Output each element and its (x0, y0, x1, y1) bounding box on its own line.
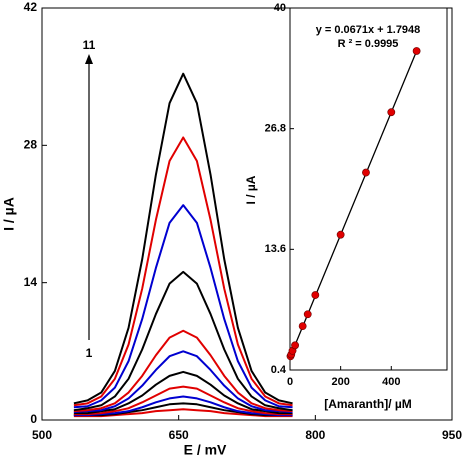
x-tick-label: 200 (331, 376, 349, 388)
r-squared: R ² = 0.9995 (338, 38, 399, 50)
curve (73, 395, 293, 417)
x-tick-label: 650 (169, 428, 189, 442)
plot-area (73, 72, 293, 418)
point (362, 168, 370, 177)
curve (73, 72, 293, 405)
inset-background (289, 7, 448, 371)
curve (73, 270, 293, 412)
point (291, 341, 299, 350)
curve (73, 329, 293, 413)
y-axis-label: I / µA (244, 175, 258, 204)
point (412, 47, 421, 55)
y-tick-label: 0.4 (271, 364, 287, 376)
x-axis-label: [Amaranth]/ µM (324, 397, 412, 411)
x-tick-label: 0 (287, 376, 293, 388)
inset-plot: 0 200 400 0.4 13.6 26.8 40 [Amaranth]/ µM I / µA… (244, 2, 448, 411)
point (311, 291, 320, 299)
point (336, 230, 345, 239)
fit-line (289, 50, 418, 358)
x-tick-label: 950 (442, 428, 462, 442)
equation: y = 0.0671x + 1.7948 (316, 24, 421, 36)
y-tick-label: 40 (274, 2, 286, 14)
y-tick-label: 28 (24, 138, 38, 152)
point (387, 108, 396, 117)
y-tick-label: 13.6 (265, 243, 286, 255)
arrow-head (85, 54, 93, 64)
x-axis-label: E / mV (184, 442, 227, 458)
curve (73, 385, 293, 416)
x-tick-label: 800 (305, 428, 325, 442)
curve (73, 204, 293, 409)
annotation: 11 (83, 38, 96, 52)
curve (73, 350, 293, 414)
y-tick-label: 42 (24, 0, 38, 14)
x-tick-label: 400 (382, 376, 400, 388)
x-tick-label: 500 (32, 428, 52, 442)
y-tick-label: 14 (24, 275, 38, 289)
y-tick-label: 0 (30, 412, 37, 426)
annotation: 1 (86, 346, 93, 360)
point (298, 322, 307, 331)
plot-frame (41, 7, 453, 421)
curve (73, 136, 293, 407)
y-tick-label: 26.8 (265, 123, 286, 135)
curve (73, 370, 293, 415)
point (303, 310, 312, 319)
y-axis-label: I / µA (1, 197, 17, 231)
